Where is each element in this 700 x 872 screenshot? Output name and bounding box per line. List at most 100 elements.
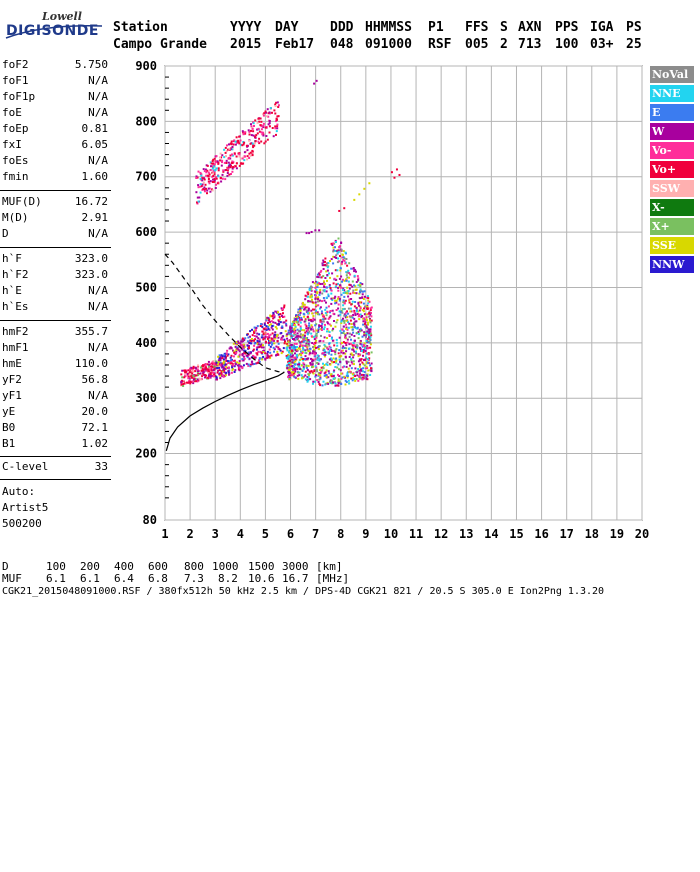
echo-point xyxy=(293,342,296,345)
echo-point xyxy=(274,321,277,324)
echo-point xyxy=(280,332,283,334)
echo-point xyxy=(340,262,343,265)
echo-point xyxy=(275,335,278,338)
echo-point xyxy=(267,112,270,115)
echo-point xyxy=(349,319,352,322)
echo-point xyxy=(288,339,291,342)
echo-point xyxy=(218,363,221,366)
echo-point xyxy=(366,306,369,308)
echo-point xyxy=(248,347,251,350)
legend-item-nnw: NNW xyxy=(650,256,694,273)
echo-point xyxy=(296,356,299,359)
echo-point xyxy=(249,330,252,333)
echo-point xyxy=(338,297,341,300)
echo-point xyxy=(286,333,289,336)
echo-point xyxy=(325,286,328,289)
echo-point xyxy=(307,350,310,353)
echo-point xyxy=(208,173,211,176)
echo-point xyxy=(219,364,222,367)
echo-point xyxy=(299,311,302,314)
echo-point xyxy=(342,320,345,322)
echo-point xyxy=(269,356,272,359)
echo-point xyxy=(334,285,337,288)
echo-point xyxy=(279,313,282,316)
echo-point xyxy=(327,376,330,379)
legend-item-noval: NoVal xyxy=(650,66,694,83)
echo-point xyxy=(242,345,245,348)
echo-point xyxy=(321,369,324,372)
echo-point xyxy=(311,342,314,344)
muf-table-muf-value: 10.6 xyxy=(248,572,275,585)
echo-point xyxy=(260,131,263,134)
echo-point xyxy=(290,361,293,364)
echo-point xyxy=(288,366,291,369)
echo-point xyxy=(326,274,329,276)
echo-point xyxy=(336,366,339,369)
echo-point xyxy=(344,251,347,254)
echo-point xyxy=(213,169,216,172)
echo-point xyxy=(224,178,227,181)
echo-point xyxy=(348,347,351,350)
param-name: hmF1 xyxy=(2,341,29,354)
echo-point xyxy=(276,340,279,343)
echo-point xyxy=(181,376,184,379)
echo-point xyxy=(318,372,320,375)
echo-point xyxy=(326,321,329,324)
echo-point xyxy=(314,355,317,358)
echo-point xyxy=(237,340,240,343)
echo-point xyxy=(315,352,317,355)
echo-point xyxy=(190,366,193,369)
echo-point xyxy=(336,319,339,322)
echo-point xyxy=(335,250,338,252)
echo-point xyxy=(271,325,274,327)
echo-point xyxy=(266,108,269,111)
echo-point xyxy=(303,315,306,318)
echo-point xyxy=(196,380,199,383)
echo-point xyxy=(263,112,266,115)
echo-point xyxy=(359,313,362,316)
echo-point xyxy=(309,378,312,381)
echo-point xyxy=(230,173,232,175)
echo-point xyxy=(232,143,235,146)
echo-point xyxy=(395,168,398,171)
echo-point xyxy=(331,336,333,339)
echo-point xyxy=(276,101,279,104)
echo-point xyxy=(229,148,232,151)
echo-point xyxy=(257,127,260,130)
echo-point xyxy=(340,372,343,375)
echo-point xyxy=(224,146,227,149)
echo-point xyxy=(359,346,361,349)
echo-point xyxy=(299,341,302,344)
echo-point xyxy=(215,167,218,170)
echo-point xyxy=(302,346,304,349)
echo-point xyxy=(348,301,351,304)
echo-point xyxy=(222,360,225,363)
echo-point xyxy=(286,343,289,346)
echo-point xyxy=(351,362,354,365)
echo-point xyxy=(221,363,223,366)
echo-point xyxy=(307,343,310,346)
echo-point xyxy=(310,294,313,297)
echo-point xyxy=(219,361,222,364)
echo-point xyxy=(261,325,264,328)
echo-point xyxy=(316,292,319,295)
echo-point xyxy=(335,348,338,351)
echo-point xyxy=(292,348,295,351)
echo-point xyxy=(350,361,353,364)
echo-point xyxy=(210,369,213,372)
echo-point xyxy=(243,141,246,144)
echo-point xyxy=(186,374,189,377)
header-value-ddd: 048 xyxy=(330,37,354,52)
echo-point xyxy=(225,371,228,374)
echo-point xyxy=(269,339,272,342)
echo-point xyxy=(358,374,361,377)
echo-point xyxy=(272,321,275,324)
echo-point xyxy=(294,333,297,336)
echo-point xyxy=(264,357,267,360)
echo-point xyxy=(268,344,270,347)
echo-point xyxy=(308,232,311,235)
echo-point xyxy=(227,161,230,164)
echo-point xyxy=(339,267,342,270)
echo-point xyxy=(318,345,321,347)
echo-point xyxy=(299,334,302,337)
